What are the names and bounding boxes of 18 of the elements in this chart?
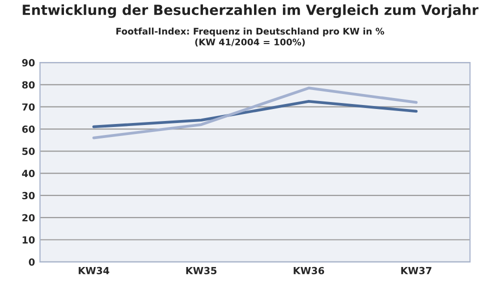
y-tick-label: 40 — [22, 170, 35, 178]
line-series — [92, 100, 418, 128]
y-tick-label: 70 — [22, 103, 35, 111]
x-tick-label: KW37 — [401, 266, 432, 274]
y-tick-label: 60 — [22, 125, 35, 133]
y-tick-label: 90 — [22, 59, 35, 66]
x-tick-label: KW36 — [294, 266, 324, 274]
y-tick-label: 80 — [22, 81, 35, 89]
y-tick-label: 50 — [22, 148, 35, 155]
x-tick-label: KW34 — [78, 266, 110, 274]
y-tick-label: 0 — [28, 258, 35, 266]
x-tick-label: KW35 — [186, 266, 216, 274]
chart-subtitle: Footfall-Index: Frequenz in Deutschland pro KW in % (KW 41/2004 = 100%) — [116, 28, 384, 46]
line-series — [92, 86, 418, 140]
y-tick-label: 10 — [22, 236, 35, 244]
y-tick-label: 30 — [22, 192, 35, 200]
y-tick-label: 20 — [22, 214, 35, 222]
chart-title: Entwicklung der Besucherzahlen im Vergleich zum Vorjahr — [22, 4, 478, 18]
